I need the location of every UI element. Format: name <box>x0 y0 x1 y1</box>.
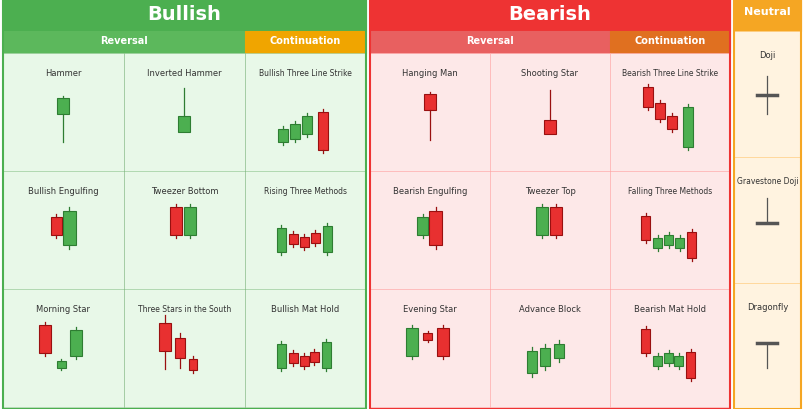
FancyBboxPatch shape <box>302 117 312 135</box>
FancyBboxPatch shape <box>159 323 171 351</box>
Text: Hanging Man: Hanging Man <box>402 69 457 78</box>
FancyBboxPatch shape <box>288 353 298 363</box>
FancyBboxPatch shape <box>277 344 286 368</box>
FancyBboxPatch shape <box>290 125 300 139</box>
FancyBboxPatch shape <box>369 172 729 289</box>
FancyBboxPatch shape <box>51 218 62 236</box>
FancyBboxPatch shape <box>641 216 650 240</box>
FancyBboxPatch shape <box>58 99 69 115</box>
FancyBboxPatch shape <box>663 236 673 245</box>
Text: Reversal: Reversal <box>466 36 513 46</box>
FancyBboxPatch shape <box>675 238 683 248</box>
FancyBboxPatch shape <box>369 0 729 32</box>
Text: Reversal: Reversal <box>100 36 148 46</box>
FancyBboxPatch shape <box>733 0 800 409</box>
FancyBboxPatch shape <box>686 352 695 378</box>
FancyBboxPatch shape <box>369 0 729 409</box>
Text: Advance Block: Advance Block <box>519 304 581 313</box>
FancyBboxPatch shape <box>654 104 664 120</box>
FancyBboxPatch shape <box>653 238 662 248</box>
FancyBboxPatch shape <box>3 172 365 289</box>
FancyBboxPatch shape <box>318 113 328 151</box>
Text: Morning Star: Morning Star <box>36 304 91 313</box>
Text: Bullish: Bullish <box>148 5 221 24</box>
FancyBboxPatch shape <box>63 211 76 245</box>
Text: Bearish Three Line Strike: Bearish Three Line Strike <box>622 69 717 78</box>
FancyBboxPatch shape <box>300 237 308 247</box>
Text: Inverted Hammer: Inverted Hammer <box>147 69 222 78</box>
FancyBboxPatch shape <box>3 54 365 172</box>
FancyBboxPatch shape <box>663 353 673 363</box>
Text: Bearish Engulfing: Bearish Engulfing <box>393 187 467 196</box>
FancyBboxPatch shape <box>642 88 652 108</box>
Text: Continuation: Continuation <box>634 36 705 46</box>
FancyBboxPatch shape <box>553 344 563 358</box>
FancyBboxPatch shape <box>288 234 298 245</box>
FancyBboxPatch shape <box>733 157 800 283</box>
FancyBboxPatch shape <box>310 352 319 362</box>
FancyBboxPatch shape <box>549 207 561 236</box>
FancyBboxPatch shape <box>417 218 428 236</box>
FancyBboxPatch shape <box>687 232 695 258</box>
FancyBboxPatch shape <box>57 361 66 368</box>
FancyBboxPatch shape <box>190 359 198 370</box>
FancyBboxPatch shape <box>536 207 548 236</box>
FancyBboxPatch shape <box>683 108 692 148</box>
Text: Bullish Three Line Strike: Bullish Three Line Strike <box>259 69 352 78</box>
Text: Three Stars in the South: Three Stars in the South <box>137 304 230 313</box>
FancyBboxPatch shape <box>674 356 683 366</box>
FancyBboxPatch shape <box>423 95 435 111</box>
FancyBboxPatch shape <box>3 0 365 409</box>
FancyBboxPatch shape <box>39 325 51 353</box>
Text: Rising Three Methods: Rising Three Methods <box>263 187 347 196</box>
FancyBboxPatch shape <box>170 207 182 236</box>
FancyBboxPatch shape <box>437 328 448 356</box>
FancyBboxPatch shape <box>544 121 556 135</box>
Text: Tweezer Top: Tweezer Top <box>524 187 575 196</box>
Text: Bullish Engulfing: Bullish Engulfing <box>28 187 99 196</box>
FancyBboxPatch shape <box>311 234 320 243</box>
FancyBboxPatch shape <box>369 32 609 54</box>
Text: Neutral: Neutral <box>744 7 790 17</box>
Text: Tweezer Bottom: Tweezer Bottom <box>151 187 218 196</box>
FancyBboxPatch shape <box>641 329 650 353</box>
FancyBboxPatch shape <box>429 211 442 245</box>
FancyBboxPatch shape <box>323 227 332 252</box>
Text: Dragonfly: Dragonfly <box>746 302 787 311</box>
FancyBboxPatch shape <box>526 351 536 373</box>
Text: Hammer: Hammer <box>45 69 82 78</box>
FancyBboxPatch shape <box>71 330 83 356</box>
FancyBboxPatch shape <box>3 32 245 54</box>
FancyBboxPatch shape <box>406 328 418 356</box>
Text: Bearish Mat Hold: Bearish Mat Hold <box>634 304 705 313</box>
FancyBboxPatch shape <box>653 356 662 366</box>
FancyBboxPatch shape <box>245 32 365 54</box>
FancyBboxPatch shape <box>3 289 365 407</box>
Text: Evening Star: Evening Star <box>402 304 456 313</box>
FancyBboxPatch shape <box>175 338 185 358</box>
FancyBboxPatch shape <box>321 342 331 368</box>
FancyBboxPatch shape <box>540 348 549 366</box>
FancyBboxPatch shape <box>369 54 729 172</box>
FancyBboxPatch shape <box>369 289 729 407</box>
Text: Continuation: Continuation <box>270 36 340 46</box>
Text: Doji: Doji <box>758 51 775 60</box>
FancyBboxPatch shape <box>300 356 308 366</box>
Text: Shooting Star: Shooting Star <box>521 69 578 78</box>
FancyBboxPatch shape <box>666 117 676 130</box>
FancyBboxPatch shape <box>733 32 800 157</box>
Text: Bearish: Bearish <box>508 5 591 24</box>
FancyBboxPatch shape <box>278 130 288 143</box>
FancyBboxPatch shape <box>184 207 196 236</box>
FancyBboxPatch shape <box>277 229 286 252</box>
FancyBboxPatch shape <box>733 0 800 32</box>
FancyBboxPatch shape <box>609 32 729 54</box>
Text: Falling Three Methods: Falling Three Methods <box>627 187 711 196</box>
FancyBboxPatch shape <box>733 283 800 409</box>
FancyBboxPatch shape <box>178 117 190 133</box>
Text: Bullish Mat Hold: Bullish Mat Hold <box>271 304 339 313</box>
Text: Gravestone Doji: Gravestone Doji <box>736 177 797 186</box>
FancyBboxPatch shape <box>423 333 432 340</box>
FancyBboxPatch shape <box>3 0 365 32</box>
